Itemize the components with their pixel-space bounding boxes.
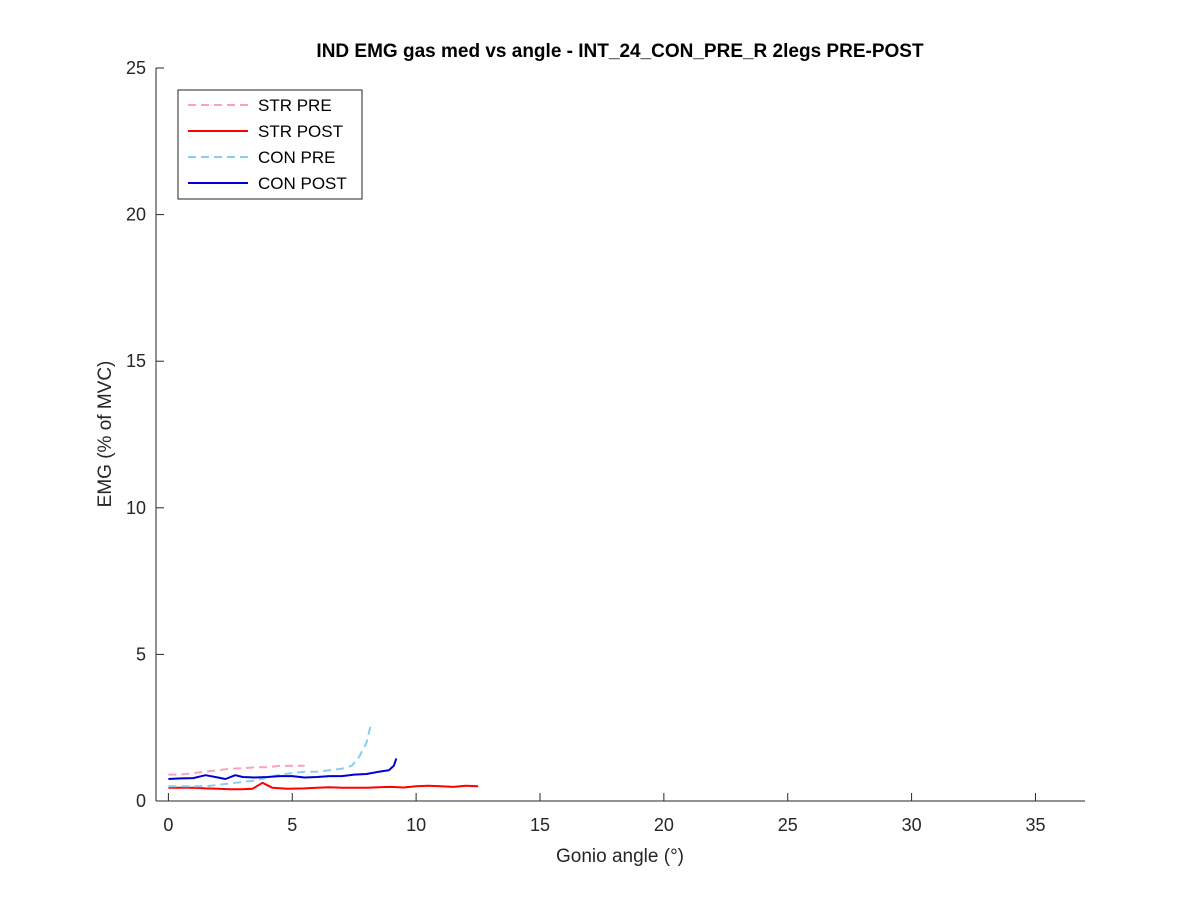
x-tick-label: 20 bbox=[654, 815, 674, 835]
y-tick-label: 0 bbox=[136, 791, 146, 811]
series-layer bbox=[168, 721, 479, 791]
legend-label: CON PRE bbox=[258, 148, 335, 167]
legend: STR PRE STR POST CON PRE CON POST bbox=[177, 89, 363, 200]
x-axis-label: Gonio angle (°) bbox=[556, 846, 684, 867]
x-tick-label: 15 bbox=[530, 815, 550, 835]
series-line-3 bbox=[168, 721, 373, 788]
legend-label: CON POST bbox=[258, 174, 347, 193]
y-tick-label: 15 bbox=[126, 351, 146, 371]
series-line-4 bbox=[168, 758, 398, 780]
x-tick-label: 5 bbox=[287, 815, 297, 835]
series-line-1 bbox=[168, 764, 305, 776]
legend-label: STR PRE bbox=[258, 96, 332, 115]
y-axis-label: EMG (% of MVC) bbox=[95, 361, 116, 508]
y-tick-label: 25 bbox=[126, 58, 146, 78]
chart-title: IND EMG gas med vs angle - INT_24_CON_PR… bbox=[316, 41, 924, 62]
x-ticks: 0 5 10 15 20 25 30 35 bbox=[163, 793, 1045, 835]
x-tick-label: 10 bbox=[406, 815, 426, 835]
y-tick-label: 10 bbox=[126, 498, 146, 518]
y-tick-label: 5 bbox=[136, 644, 146, 664]
y-tick-label: 20 bbox=[126, 205, 146, 225]
x-tick-label: 25 bbox=[778, 815, 798, 835]
legend-label: STR POST bbox=[258, 122, 343, 141]
x-tick-label: 30 bbox=[902, 815, 922, 835]
x-tick-label: 0 bbox=[163, 815, 173, 835]
series-line-2 bbox=[168, 781, 479, 791]
legend-box bbox=[177, 89, 363, 200]
x-tick-label: 35 bbox=[1025, 815, 1045, 835]
y-ticks: 0 5 10 15 20 25 bbox=[126, 58, 164, 811]
